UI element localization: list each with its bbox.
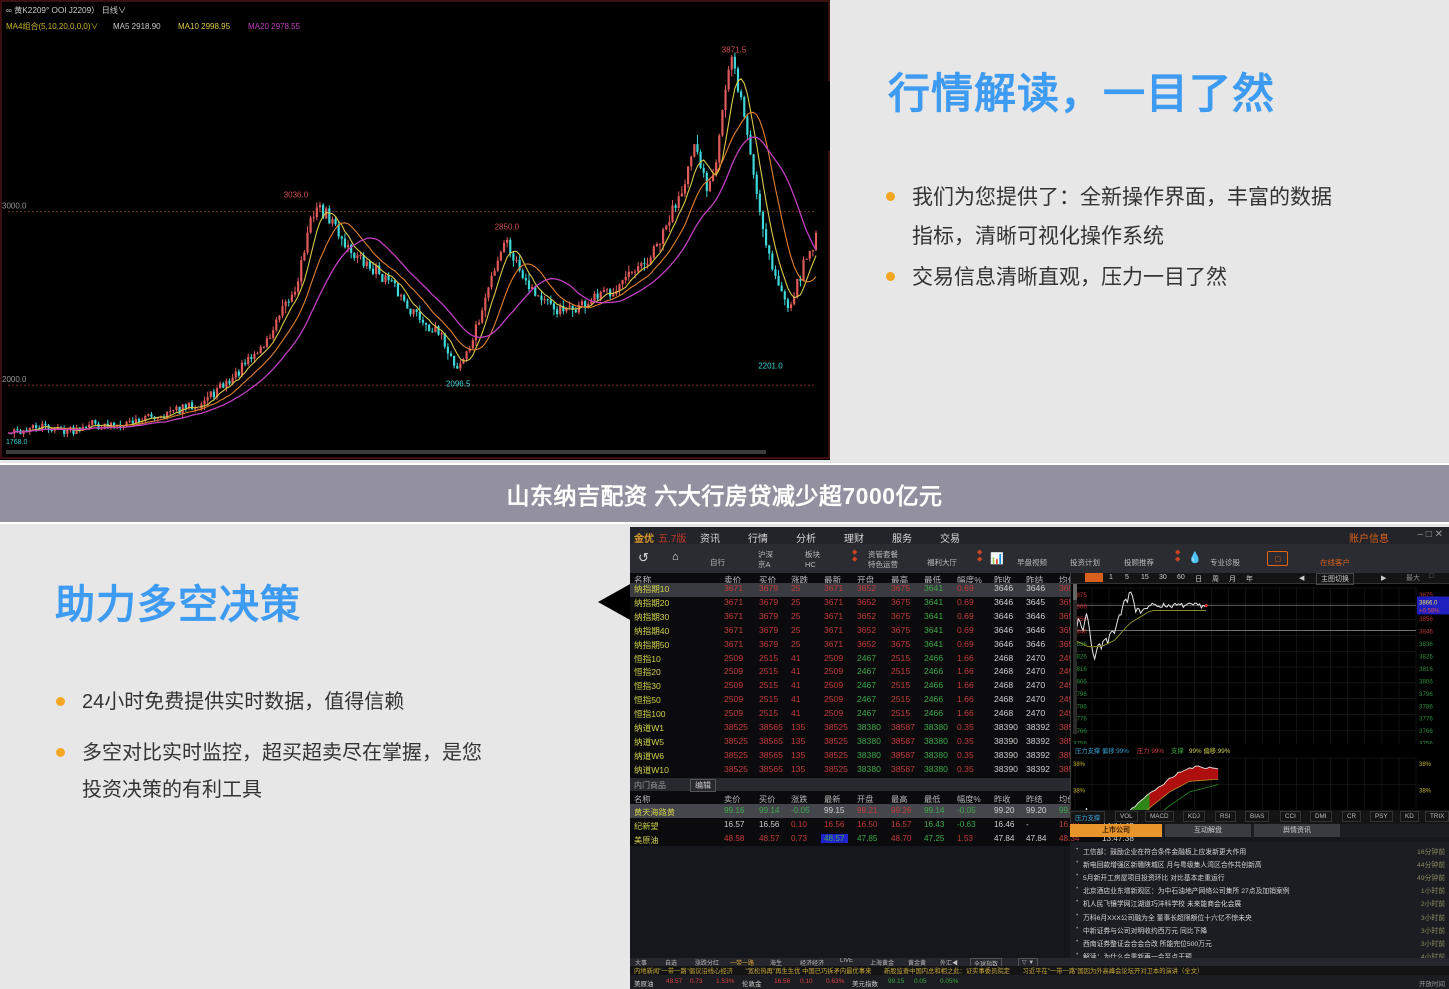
svg-text:2096.5: 2096.5 <box>446 380 471 389</box>
svg-text:3856: 3856 <box>1419 615 1433 622</box>
svg-text:3826: 3826 <box>1419 653 1433 660</box>
svg-text:38%: 38% <box>1073 762 1086 768</box>
svg-text:3866.0: 3866.0 <box>1419 600 1438 606</box>
svg-text:3000.0: 3000.0 <box>2 202 27 211</box>
svg-text:38%: 38% <box>1419 762 1432 768</box>
svg-text:2201.0: 2201.0 <box>758 361 783 370</box>
svg-text:99% 偏移:99%: 99% 偏移:99% <box>1189 746 1231 755</box>
svg-text:3816: 3816 <box>1419 665 1433 672</box>
svg-text:3796: 3796 <box>1419 690 1433 697</box>
svg-text:2000.0: 2000.0 <box>2 375 27 384</box>
svg-text:38%: 38% <box>1073 789 1086 795</box>
svg-text:支撑: 支撑 <box>1171 746 1184 755</box>
svg-text:3776: 3776 <box>1419 715 1433 722</box>
svg-text:38%: 38% <box>1419 789 1432 795</box>
svg-text:3036.0: 3036.0 <box>284 190 309 199</box>
svg-text:压力 99%: 压力 99% <box>1137 746 1164 755</box>
svg-text:3766: 3766 <box>1419 728 1433 735</box>
svg-text:MA5 2918.90: MA5 2918.90 <box>113 22 161 31</box>
svg-text:+0.58%: +0.58% <box>1419 608 1440 614</box>
svg-text:3786: 3786 <box>1419 703 1433 710</box>
svg-text:2850.0: 2850.0 <box>495 223 520 232</box>
svg-text:压力支撑 偏移:99%: 压力支撑 偏移:99% <box>1075 746 1129 755</box>
svg-text:3846: 3846 <box>1419 628 1433 635</box>
svg-text:3806: 3806 <box>1419 678 1433 685</box>
svg-text:1768.0: 1768.0 <box>6 439 28 446</box>
svg-text:3871.5: 3871.5 <box>722 45 747 54</box>
svg-text:MA4组合(5,10,20,0,0,0)∨: MA4组合(5,10,20,0,0,0)∨ <box>6 21 98 31</box>
svg-text:MA20 2978.55: MA20 2978.55 <box>248 22 301 31</box>
svg-text:MA10 2998.95: MA10 2998.95 <box>178 22 231 31</box>
svg-text:3836: 3836 <box>1419 640 1433 647</box>
svg-text:∞ 黄K2209° OOI J2209） 日线∨: ∞ 黄K2209° OOI J2209） 日线∨ <box>6 5 126 15</box>
